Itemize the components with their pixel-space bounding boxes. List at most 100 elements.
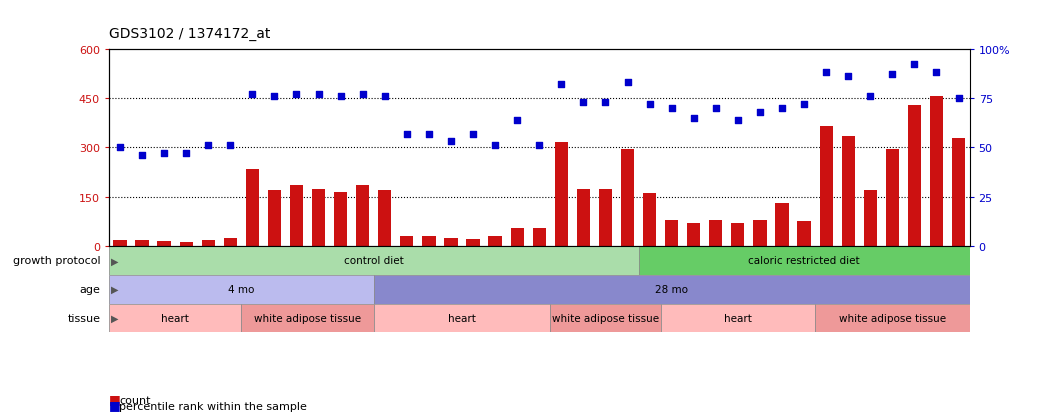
Bar bbox=[510, 228, 524, 247]
Text: 4 mo: 4 mo bbox=[228, 285, 254, 294]
Point bbox=[707, 105, 724, 112]
Bar bbox=[864, 191, 877, 247]
Bar bbox=[551, 304, 661, 332]
Bar bbox=[136, 241, 148, 247]
Point bbox=[465, 131, 481, 138]
Point bbox=[885, 72, 901, 78]
Point bbox=[730, 117, 747, 124]
Point bbox=[862, 93, 878, 100]
Point bbox=[818, 70, 835, 76]
Bar bbox=[113, 241, 127, 247]
Bar bbox=[290, 186, 303, 247]
Text: GDS3102 / 1374172_at: GDS3102 / 1374172_at bbox=[109, 27, 271, 41]
Text: heart: heart bbox=[448, 313, 476, 323]
Point bbox=[421, 131, 438, 138]
Point bbox=[795, 102, 812, 108]
Text: growth protocol: growth protocol bbox=[13, 256, 101, 266]
Text: percentile rank within the sample: percentile rank within the sample bbox=[119, 401, 307, 411]
Bar bbox=[467, 239, 480, 247]
Point bbox=[597, 100, 614, 106]
Point bbox=[156, 151, 172, 157]
Bar bbox=[643, 194, 656, 247]
Text: heart: heart bbox=[724, 313, 752, 323]
Bar bbox=[246, 169, 259, 247]
Point bbox=[443, 139, 459, 145]
Bar bbox=[158, 242, 171, 247]
Bar bbox=[224, 238, 236, 247]
Text: age: age bbox=[80, 285, 101, 294]
Text: control diet: control diet bbox=[344, 256, 403, 266]
Bar bbox=[109, 304, 242, 332]
Point bbox=[641, 102, 657, 108]
Point bbox=[376, 93, 393, 100]
Point bbox=[840, 74, 857, 81]
Text: ▶: ▶ bbox=[111, 313, 118, 323]
Point bbox=[355, 92, 371, 98]
Bar bbox=[268, 191, 281, 247]
Bar bbox=[842, 137, 854, 247]
Bar bbox=[598, 189, 612, 247]
Bar bbox=[334, 192, 347, 247]
Bar bbox=[201, 240, 215, 247]
Point bbox=[244, 92, 260, 98]
Bar bbox=[373, 275, 970, 304]
Bar bbox=[444, 238, 457, 247]
Point bbox=[752, 109, 768, 116]
Text: tissue: tissue bbox=[67, 313, 101, 323]
Bar bbox=[886, 150, 899, 247]
Point bbox=[267, 93, 283, 100]
Bar bbox=[930, 97, 943, 247]
Point bbox=[486, 143, 503, 150]
Point bbox=[619, 80, 636, 86]
Text: 28 mo: 28 mo bbox=[655, 285, 689, 294]
Bar bbox=[555, 143, 568, 247]
Bar bbox=[952, 138, 965, 247]
Bar bbox=[661, 304, 815, 332]
Point bbox=[134, 153, 150, 159]
Point bbox=[200, 143, 217, 150]
Point bbox=[332, 93, 348, 100]
Point bbox=[112, 145, 129, 151]
Bar bbox=[709, 220, 723, 247]
Bar bbox=[533, 228, 545, 247]
Text: ▶: ▶ bbox=[111, 285, 118, 294]
Bar bbox=[819, 127, 833, 247]
Point bbox=[531, 143, 548, 150]
Text: ■: ■ bbox=[109, 398, 120, 411]
Bar bbox=[776, 204, 788, 247]
Text: white adipose tissue: white adipose tissue bbox=[254, 313, 361, 323]
Point bbox=[553, 82, 569, 88]
Bar bbox=[665, 220, 678, 247]
Bar bbox=[242, 304, 373, 332]
Bar bbox=[109, 247, 639, 275]
Bar bbox=[797, 222, 811, 247]
Point bbox=[906, 62, 923, 69]
Bar bbox=[379, 191, 391, 247]
Text: caloric restricted diet: caloric restricted diet bbox=[749, 256, 860, 266]
Bar bbox=[109, 275, 373, 304]
Text: ▶: ▶ bbox=[111, 256, 118, 266]
Bar bbox=[753, 220, 766, 247]
Point bbox=[685, 115, 702, 122]
Point bbox=[576, 100, 592, 106]
Bar bbox=[907, 105, 921, 247]
Point bbox=[509, 117, 526, 124]
Bar bbox=[815, 304, 970, 332]
Text: count: count bbox=[119, 395, 150, 405]
Bar bbox=[422, 237, 436, 247]
Bar bbox=[621, 150, 635, 247]
Point bbox=[222, 143, 239, 150]
Bar bbox=[179, 242, 193, 247]
Bar bbox=[577, 189, 590, 247]
Bar bbox=[400, 237, 414, 247]
Point bbox=[310, 92, 327, 98]
Text: ■: ■ bbox=[109, 392, 120, 405]
Point bbox=[774, 105, 790, 112]
Point bbox=[177, 151, 194, 157]
Text: heart: heart bbox=[161, 313, 189, 323]
Point bbox=[928, 70, 945, 76]
Bar bbox=[356, 186, 369, 247]
Text: white adipose tissue: white adipose tissue bbox=[839, 313, 946, 323]
Bar bbox=[731, 223, 745, 247]
Point bbox=[398, 131, 415, 138]
